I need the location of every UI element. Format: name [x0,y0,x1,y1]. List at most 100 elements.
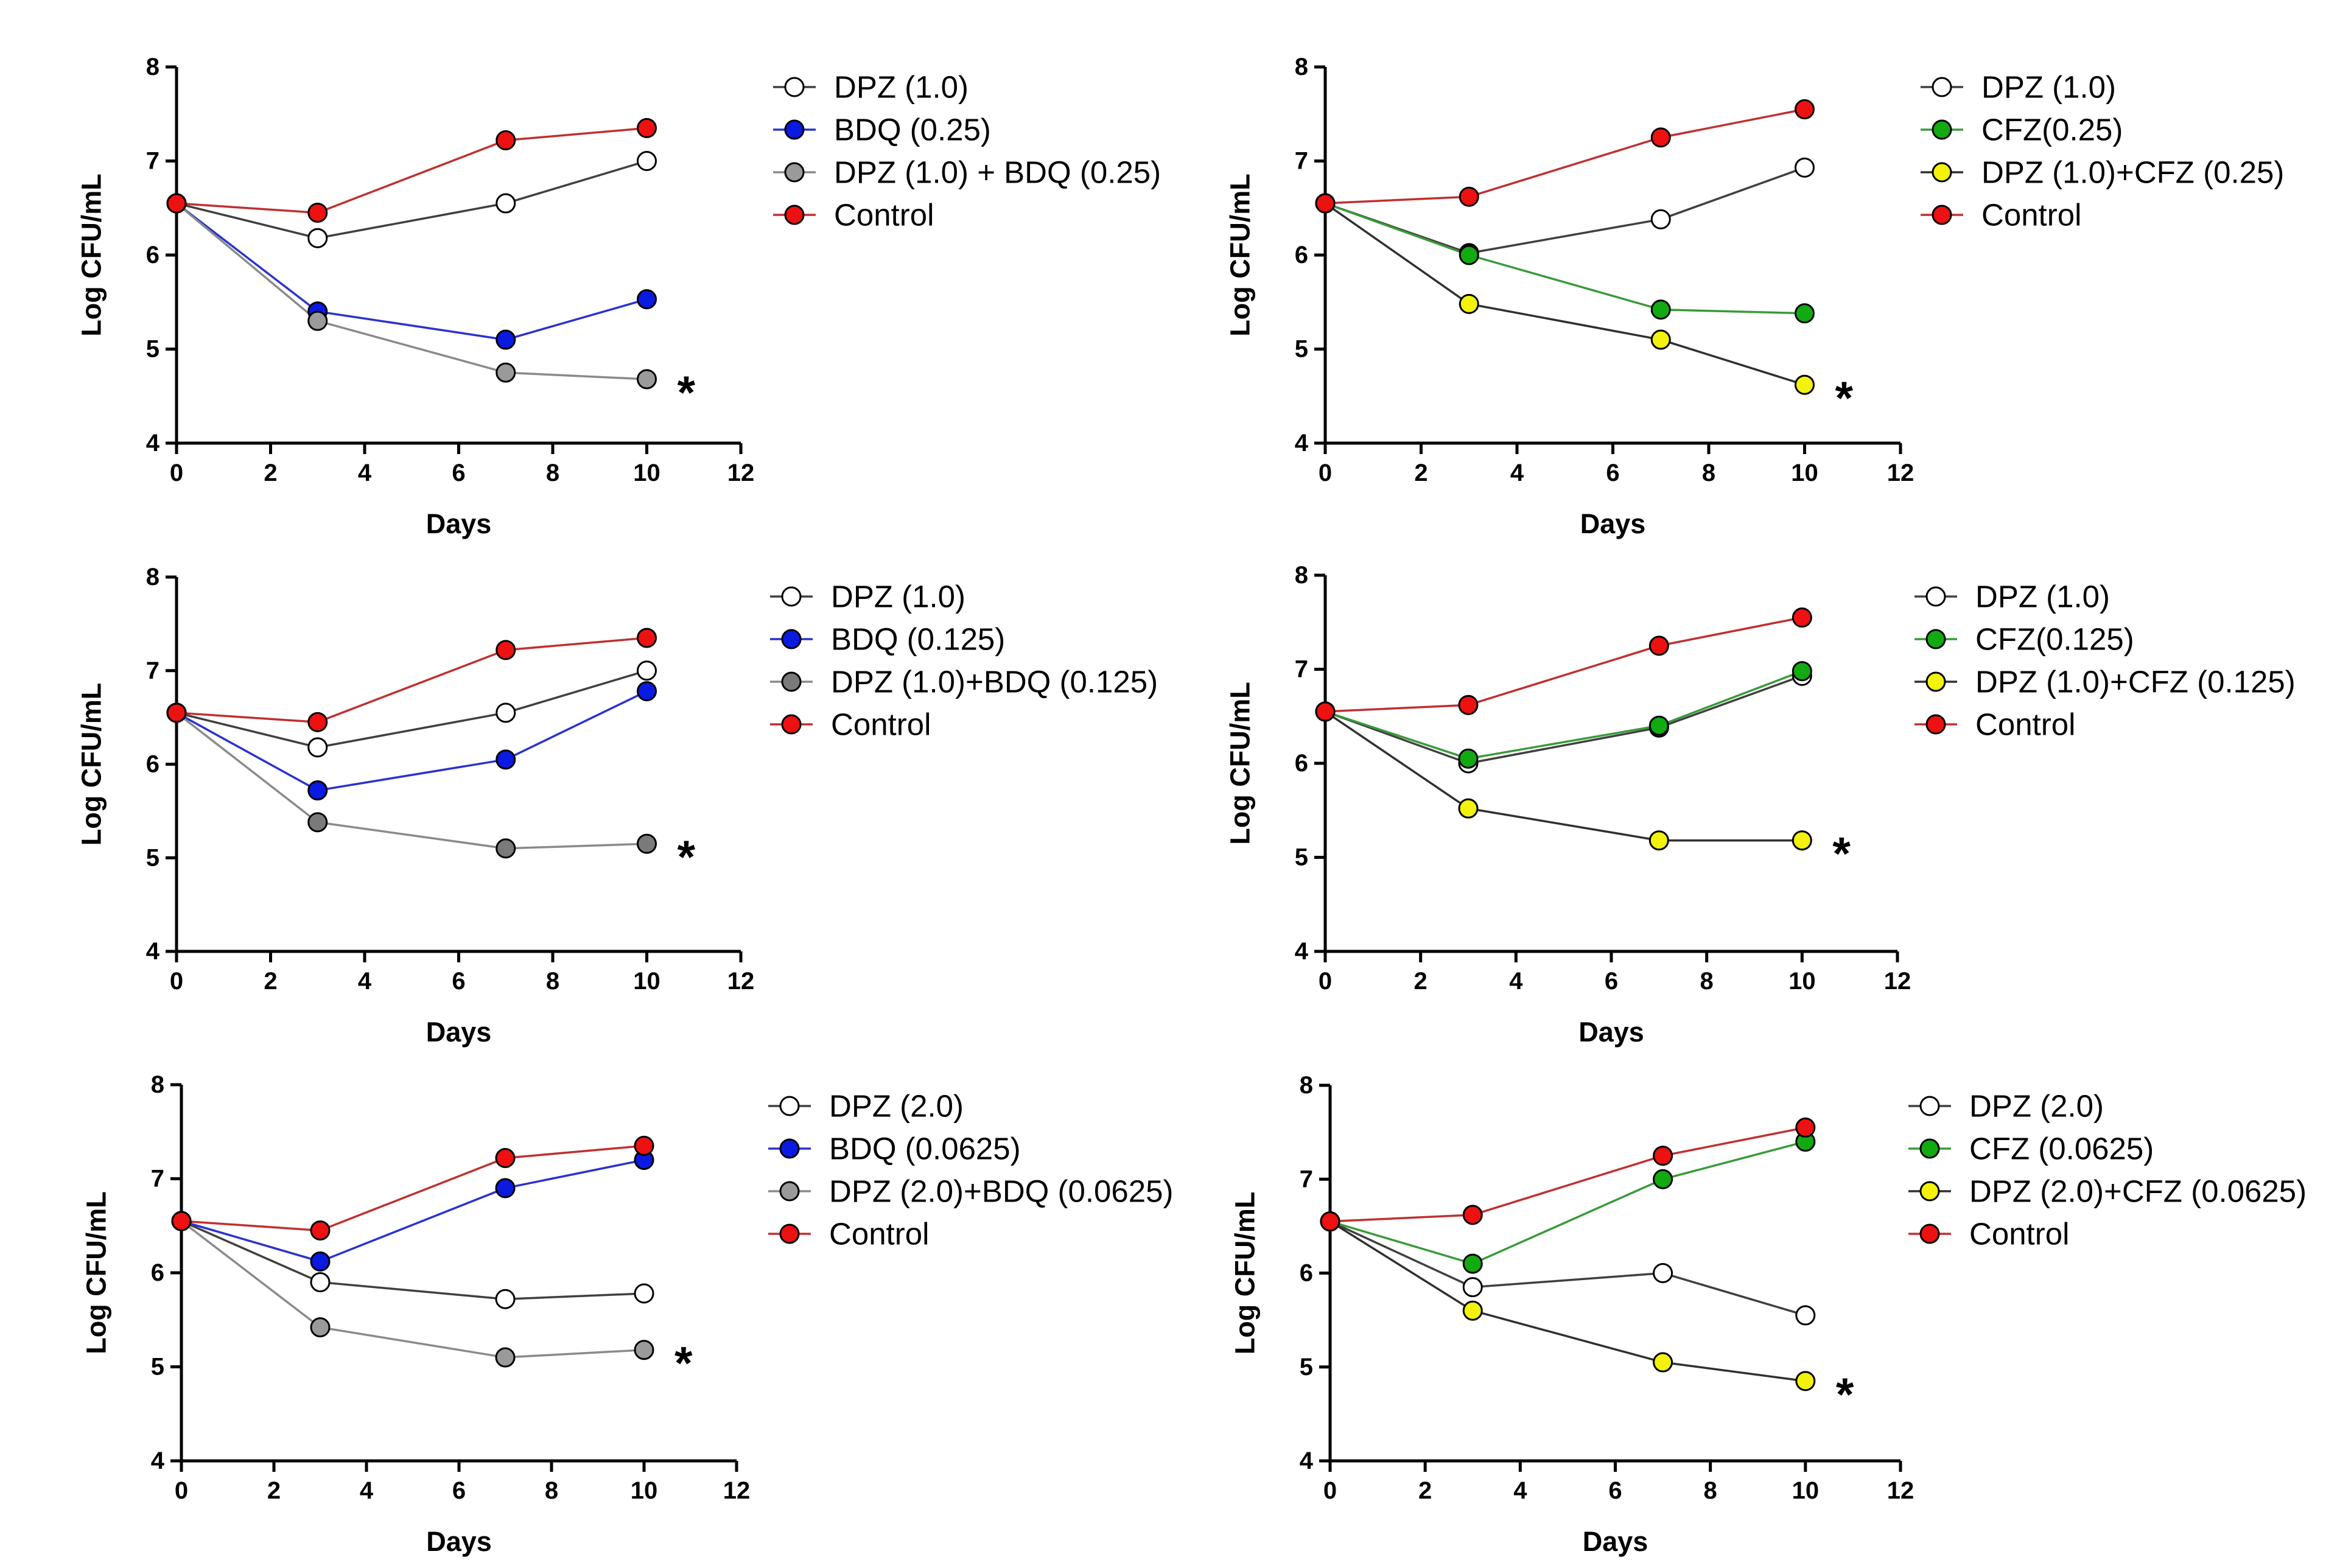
legend-label: DPZ (2.0) [829,1089,964,1124]
y-tick-label: 6 [146,242,159,268]
x-tick-label: 2 [1414,968,1427,995]
data-point-series-4 [1315,701,1336,722]
data-point-series-1 [637,660,657,681]
data-point-series-3 [495,1347,516,1368]
x-tick-label: 8 [1700,968,1714,995]
significance-star: * [674,1338,693,1390]
data-point-series-2 [496,329,516,350]
legend-marker [1919,1181,1940,1202]
significance-star: * [1836,1369,1854,1421]
data-point-series-4 [166,702,187,723]
y-tick-label: 6 [1300,1260,1313,1287]
y-axis-title: Log CFU/mL [1230,1192,1261,1354]
y-axis-title: Log CFU/mL [1225,682,1256,844]
x-tick-label: 8 [1702,460,1715,486]
legend-label: CFZ(0.125) [1975,622,2134,657]
x-tick-label: 10 [633,460,660,486]
data-point-series-1 [495,1289,516,1309]
y-tick-label: 6 [146,751,159,778]
data-point-series-1 [1795,157,1815,178]
data-point-series-1 [637,151,657,171]
legend-marker [1932,205,1952,225]
data-point-series-2 [1650,299,1671,320]
significance-star: * [678,831,696,883]
legend-label: DPZ (2.0) [1969,1089,2104,1124]
y-tick-label: 8 [1295,54,1308,80]
chart-panel-2: 4 5 6 7 8 0 2 4 6 8 10 12 Days Log CFU/mL * DPZ (1.0) CF… [1225,54,2285,539]
data-point-series-3 [1795,374,1815,395]
series-line-3 [180,1220,645,1359]
x-tick-label: 10 [1792,1477,1820,1504]
x-tick-label: 2 [267,1477,281,1504]
data-point-series-4 [1462,1205,1483,1225]
x-axis-title: Days [426,1017,492,1048]
y-tick-label: 4 [146,430,160,457]
y-tick-label: 7 [1295,656,1308,683]
series-line-4 [1329,1126,1806,1223]
data-point-series-4 [1650,127,1671,148]
data-point-series-2 [310,1251,331,1272]
y-tick-label: 8 [151,1071,164,1098]
series-line-3 [175,202,647,380]
data-point-series-4 [496,130,516,151]
legend-marker [784,205,805,225]
data-point-series-2 [1653,1169,1673,1189]
data-point-series-4 [495,1148,516,1169]
significance-star: * [1835,373,1854,424]
legend-marker [781,629,802,649]
x-tick-label: 12 [1884,968,1911,995]
y-tick-label: 5 [1295,336,1308,363]
series-line-1 [1325,674,1802,765]
x-tick-label: 12 [727,968,755,995]
legend-marker [779,1096,800,1116]
x-tick-label: 12 [1887,460,1914,486]
x-tick-label: 12 [1887,1477,1914,1504]
legend-marker [1919,1096,1940,1116]
x-tick-label: 10 [1791,460,1818,486]
data-point-series-1 [1462,1277,1483,1298]
data-point-series-2 [1459,245,1479,265]
x-tick-label: 6 [452,968,465,995]
y-tick-label: 5 [146,336,159,363]
data-point-series-4 [634,1135,654,1156]
data-point-series-1 [310,1272,331,1292]
x-tick-label: 4 [360,1477,374,1504]
series-line-2 [1329,1140,1806,1265]
series-line-2 [176,690,648,792]
x-tick-label: 6 [1608,1477,1622,1504]
data-point-series-4 [310,1220,331,1241]
x-tick-label: 0 [170,968,183,995]
data-point-series-3 [1462,1300,1483,1321]
series-line-1 [181,1220,645,1301]
y-tick-label: 7 [146,657,159,684]
x-tick-label: 8 [545,1477,558,1504]
legend-label: Control [1981,198,2081,233]
series-line-1 [176,670,648,749]
legend-marker [1925,586,1946,607]
series-line-1 [1329,1220,1806,1317]
x-tick-label: 8 [1704,1477,1717,1504]
legend-label: Control [834,198,934,233]
data-point-series-2 [1458,748,1479,769]
series-line-3 [1324,202,1806,386]
data-point-series-3 [307,812,328,833]
y-tick-label: 6 [1295,750,1308,777]
legend-label: BDQ (0.0625) [829,1132,1021,1166]
y-tick-label: 4 [1295,430,1309,457]
x-tick-label: 6 [452,460,465,486]
data-point-series-4 [1459,186,1479,207]
chart-panel-3: 4 5 6 7 8 0 2 4 6 8 10 12 Days Log CFU/mL * DPZ (1.0) BD… [76,564,1158,1048]
x-tick-label: 6 [1606,460,1619,486]
data-point-series-3 [1648,830,1669,851]
x-tick-label: 10 [1788,968,1816,995]
legend-label: Control [829,1217,929,1251]
data-point-series-2 [307,780,328,801]
legend-marker [1932,162,1952,183]
legend-label: DPZ (1.0) [834,70,969,105]
x-tick-label: 6 [1605,968,1618,995]
legend-label: DPZ (2.0)+CFZ (0.0625) [1969,1174,2307,1209]
data-point-series-3 [634,1340,654,1360]
data-point-series-4 [637,628,657,648]
x-tick-label: 4 [358,968,372,995]
x-axis-title: Days [1578,1017,1644,1048]
